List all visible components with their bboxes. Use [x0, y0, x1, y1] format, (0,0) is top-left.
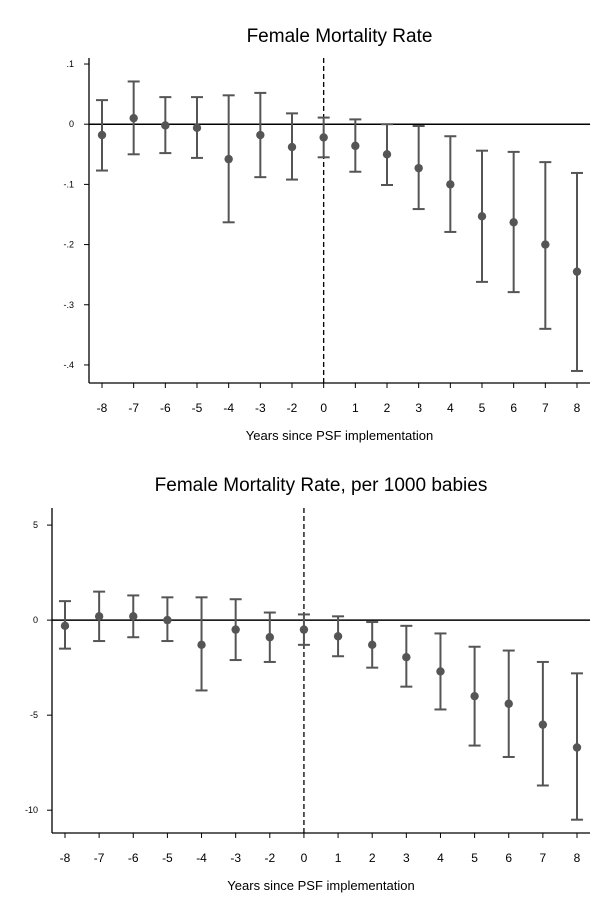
x-tick-label: -8 [97, 401, 108, 415]
chart-title: Female Mortality Rate [247, 26, 433, 47]
point-estimate [470, 691, 479, 701]
point-estimate [256, 130, 265, 140]
point-estimate [333, 632, 343, 641]
x-tick-label: -5 [192, 401, 203, 415]
x-tick-label: -3 [230, 851, 241, 865]
x-axis-label: Years since PSF implementation [227, 878, 414, 893]
x-tick-label: 4 [447, 401, 454, 415]
y-tick-label: -.4 [63, 360, 74, 370]
x-axis-label: Years since PSF implementation [246, 428, 433, 443]
x-tick-label: -2 [287, 401, 298, 415]
x-tick-label: 8 [574, 851, 581, 865]
point-estimate [541, 240, 550, 249]
x-tick-label: -5 [162, 851, 173, 865]
x-tick-label: 3 [415, 401, 422, 415]
point-estimate [224, 154, 233, 164]
x-tick-label: -4 [196, 851, 207, 865]
x-tick-label: 2 [369, 851, 376, 865]
point-estimate [319, 133, 328, 142]
x-tick-label: 6 [505, 851, 512, 865]
point-estimate [231, 625, 240, 634]
x-tick-label: 6 [510, 401, 517, 415]
x-tick-label: 8 [574, 401, 581, 415]
x-tick-label: 0 [301, 851, 308, 865]
x-tick-label: -6 [160, 401, 171, 415]
point-estimate [382, 150, 392, 159]
x-tick-label: -7 [94, 851, 105, 865]
x-tick-label: -7 [128, 401, 139, 415]
point-estimate [197, 640, 206, 650]
x-tick-label: 0 [320, 401, 327, 415]
y-tick-label: 5 [33, 520, 38, 530]
point-estimate [60, 621, 70, 631]
point-estimate [402, 652, 411, 662]
point-estimate [265, 633, 274, 642]
y-tick-label: -.2 [63, 240, 74, 250]
point-estimate [572, 267, 582, 276]
point-estimate [163, 615, 172, 625]
point-estimate [572, 743, 582, 752]
y-tick-label: 0 [33, 615, 38, 625]
point-estimate [97, 130, 107, 140]
point-estimate [436, 667, 445, 676]
point-estimate [446, 180, 455, 189]
y-tick-label: .1 [66, 59, 74, 69]
x-tick-label: 1 [352, 401, 359, 415]
point-estimate [414, 163, 423, 173]
x-tick-label: -3 [255, 401, 266, 415]
x-tick-label: -6 [128, 851, 139, 865]
x-tick-label: 2 [384, 401, 391, 415]
x-tick-label: 5 [479, 401, 486, 415]
point-estimate [287, 142, 297, 152]
point-estimate [477, 212, 487, 221]
point-estimate [299, 625, 309, 634]
x-tick-label: -8 [60, 851, 71, 865]
x-tick-label: 4 [437, 851, 444, 865]
point-estimate [538, 720, 548, 729]
y-tick-label: -.3 [63, 300, 74, 310]
x-tick-label: 7 [540, 851, 547, 865]
point-estimate [368, 640, 377, 650]
x-tick-label: 5 [471, 851, 478, 865]
point-estimate [192, 123, 202, 133]
x-tick-label: -2 [264, 851, 275, 865]
y-tick-label: -5 [30, 710, 38, 720]
point-estimate [504, 699, 513, 708]
x-tick-label: -4 [223, 401, 234, 415]
x-tick-label: 3 [403, 851, 410, 865]
y-tick-label: -.1 [63, 179, 74, 189]
y-tick-label: -10 [25, 805, 38, 815]
chart-title: Female Mortality Rate, per 1000 babies [155, 475, 488, 496]
point-estimate [94, 612, 104, 621]
y-tick-label: 0 [69, 119, 74, 129]
x-tick-label: 1 [335, 851, 342, 865]
point-estimate [129, 113, 138, 123]
point-estimate [351, 141, 360, 151]
point-estimate [509, 218, 518, 227]
event-study-chart-female-mortality-per-1000: Female Mortality Rate, per 1000 babies 5 0… [25, 475, 590, 893]
point-estimate [161, 121, 170, 130]
point-estimate [129, 612, 138, 621]
event-study-chart-female-mortality-rate: Female Mortality Rate .1 0 -.1 -.2 -.3 -.4 -8 -7… [63, 26, 590, 443]
x-tick-label: 7 [542, 401, 549, 415]
